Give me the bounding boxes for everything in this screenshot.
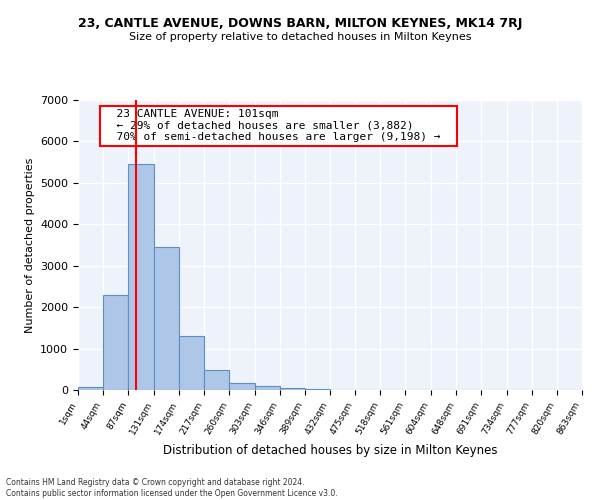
Text: 23, CANTLE AVENUE, DOWNS BARN, MILTON KEYNES, MK14 7RJ: 23, CANTLE AVENUE, DOWNS BARN, MILTON KE… — [78, 18, 522, 30]
Text: Contains HM Land Registry data © Crown copyright and database right 2024.
Contai: Contains HM Land Registry data © Crown c… — [6, 478, 338, 498]
Bar — [305, 389, 330, 390]
Text: Size of property relative to detached houses in Milton Keynes: Size of property relative to detached ho… — [129, 32, 471, 42]
Bar — [78, 386, 103, 390]
Bar — [204, 370, 229, 390]
Y-axis label: Number of detached properties: Number of detached properties — [25, 158, 35, 332]
X-axis label: Distribution of detached houses by size in Milton Keynes: Distribution of detached houses by size … — [163, 444, 497, 457]
Text: 23 CANTLE AVENUE: 101sqm  
  ← 29% of detached houses are smaller (3,882)  
  70: 23 CANTLE AVENUE: 101sqm ← 29% of detach… — [103, 109, 454, 142]
Bar — [103, 294, 128, 390]
Bar — [128, 164, 154, 390]
Bar — [229, 383, 254, 390]
Bar — [154, 247, 179, 390]
Bar — [280, 388, 305, 390]
Bar — [254, 386, 280, 390]
Bar — [179, 336, 204, 390]
